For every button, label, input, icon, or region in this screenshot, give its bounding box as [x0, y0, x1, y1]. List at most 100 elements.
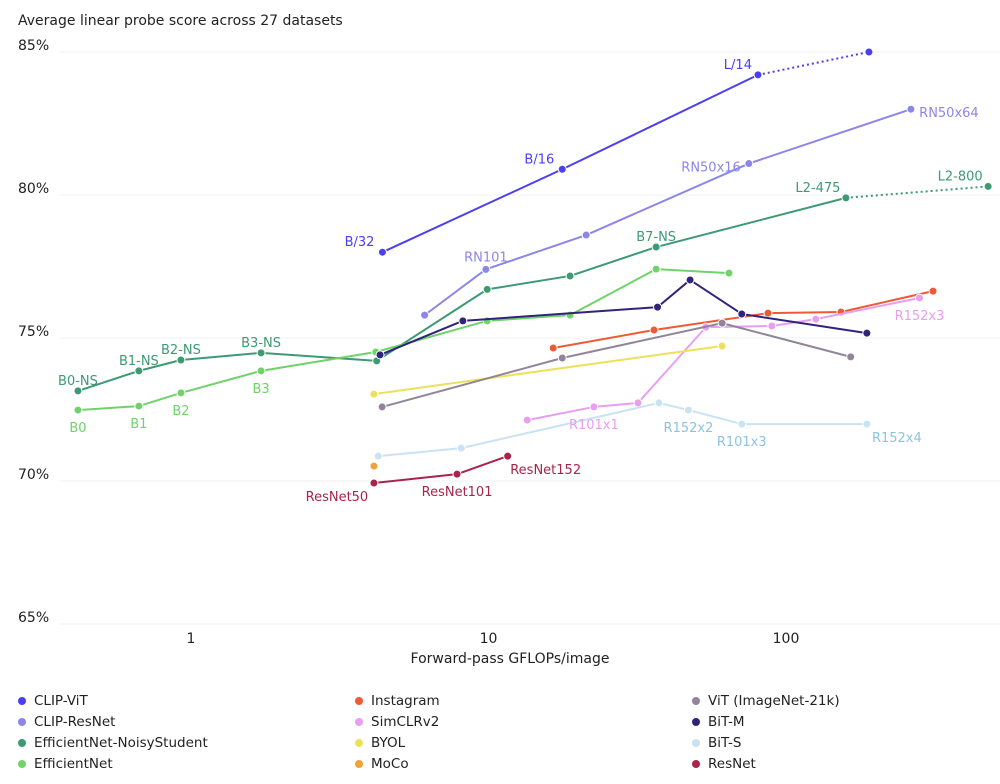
resnet-segment [456, 455, 509, 476]
point-label: ResNet101 [422, 485, 493, 500]
legend-swatch [18, 696, 26, 705]
legend-label: ViT (ImageNet-21k) [708, 692, 840, 709]
clip-resnet-point [481, 264, 491, 274]
legend-swatch [18, 717, 26, 726]
efficientnet-noisystudent-segment [655, 196, 847, 249]
clip-resnet-segment [485, 234, 587, 271]
bit-s-point [456, 443, 466, 453]
point-label: B7-NS [636, 230, 676, 245]
legend-swatch [692, 759, 700, 768]
efficientnet-noisystudent-point [134, 366, 144, 376]
point-label: B/32 [345, 235, 375, 250]
legend-item: Instagram [355, 692, 692, 709]
point-label: B0 [69, 421, 86, 436]
resnet-point [452, 469, 462, 479]
bit-m-point [375, 350, 385, 360]
bit-m-point [458, 316, 468, 326]
simclrv2-segment [815, 296, 920, 321]
legend-label: EfficientNet [34, 755, 113, 772]
point-label: L/14 [724, 58, 752, 73]
simclrv2-point [811, 314, 821, 324]
efficientnet-noisystudent-point [983, 181, 993, 191]
point-label: B/16 [524, 152, 554, 167]
point-label: R101x3 [717, 435, 767, 450]
chart-title: Average linear probe score across 27 dat… [18, 13, 343, 29]
x-tick-label: 1 [187, 631, 196, 647]
vit-imagenet-21k-point [846, 352, 856, 362]
bit-m-segment [462, 306, 658, 322]
point-label: RN50x64 [919, 106, 979, 121]
byol-point [369, 389, 379, 399]
legend-item: ResNet [692, 755, 992, 772]
vit-imagenet-21k-point [717, 318, 727, 328]
point-label: R152x4 [872, 431, 922, 446]
point-label: B2 [172, 404, 189, 419]
x-tick-label: 100 [773, 631, 800, 647]
efficientnet-segment [180, 369, 262, 394]
bit-m-point [862, 328, 872, 338]
legend-label: ResNet [708, 755, 756, 772]
clip-resnet-point [420, 310, 430, 320]
resnet-point [503, 451, 513, 461]
efficientnet-segment [375, 319, 488, 353]
efficientnet-noisystudent-point [651, 242, 661, 252]
legend-swatch [18, 738, 26, 747]
point-label: B2-NS [161, 343, 201, 358]
simclrv2-point [767, 321, 777, 331]
efficientnet-noisystudent-segment [261, 351, 377, 362]
bit-s-point [373, 451, 383, 461]
point-label: ResNet152 [510, 463, 581, 478]
legend-item: CLIP-ResNet [18, 713, 355, 730]
simclrv2-point [633, 398, 643, 408]
simclrv2-segment [637, 326, 707, 404]
efficientnet-noisystudent-segment [845, 185, 989, 199]
byol-segment [373, 345, 723, 396]
legend-swatch [692, 738, 700, 747]
efficientnet-noisystudent-point [841, 193, 851, 203]
efficientnet-noisystudent-segment [487, 274, 571, 291]
legend-swatch [355, 717, 363, 726]
efficientnet-point [651, 264, 661, 274]
legend-item: SimCLRv2 [355, 713, 692, 730]
efficientnet-noisystudent-point [256, 348, 266, 358]
simclrv2-segment [527, 405, 595, 422]
bit-m-segment [656, 279, 691, 308]
legend-item: BiT-M [692, 713, 992, 730]
simclrv2-point [589, 402, 599, 412]
efficientnet-point [176, 388, 186, 398]
legend-swatch [18, 759, 26, 768]
bit-s-segment [461, 401, 660, 450]
instagram-segment [767, 310, 841, 315]
clip-vit-point [557, 164, 567, 174]
efficientnet-segment [260, 351, 376, 372]
efficientnet-noisystudent-segment [77, 369, 140, 392]
legend-label: Instagram [371, 692, 440, 709]
bit-m-point [685, 275, 695, 285]
legend-item: MoCo [355, 755, 692, 772]
efficientnet-segment [656, 268, 729, 275]
point-label: B1-NS [119, 354, 159, 369]
legend-label: BiT-M [708, 713, 745, 730]
clip-resnet-segment [748, 108, 912, 165]
efficientnet-noisystudent-segment [180, 351, 262, 362]
moco-point [369, 461, 379, 471]
legend-item: CLIP-ViT [18, 692, 355, 709]
efficientnet-point [73, 405, 83, 415]
efficientnet-noisystudent-point [176, 355, 186, 365]
clip-vit-segment [561, 73, 759, 171]
point-label: B0-NS [58, 374, 98, 389]
bit-s-segment [658, 401, 689, 412]
instagram-point [763, 308, 773, 318]
efficientnet-segment [569, 268, 657, 317]
clip-resnet-segment [424, 268, 487, 316]
legend-item: BiT-S [692, 734, 992, 751]
clip-vit-point [377, 247, 387, 257]
legend-item: EfficientNet [18, 755, 355, 772]
legend-label: BiT-S [708, 734, 742, 751]
efficientnet-point [724, 268, 734, 278]
legend-label: MoCo [371, 755, 409, 772]
resnet-point [369, 478, 379, 488]
simclrv2-point [522, 415, 532, 425]
y-tick-label: 65% [18, 610, 49, 626]
